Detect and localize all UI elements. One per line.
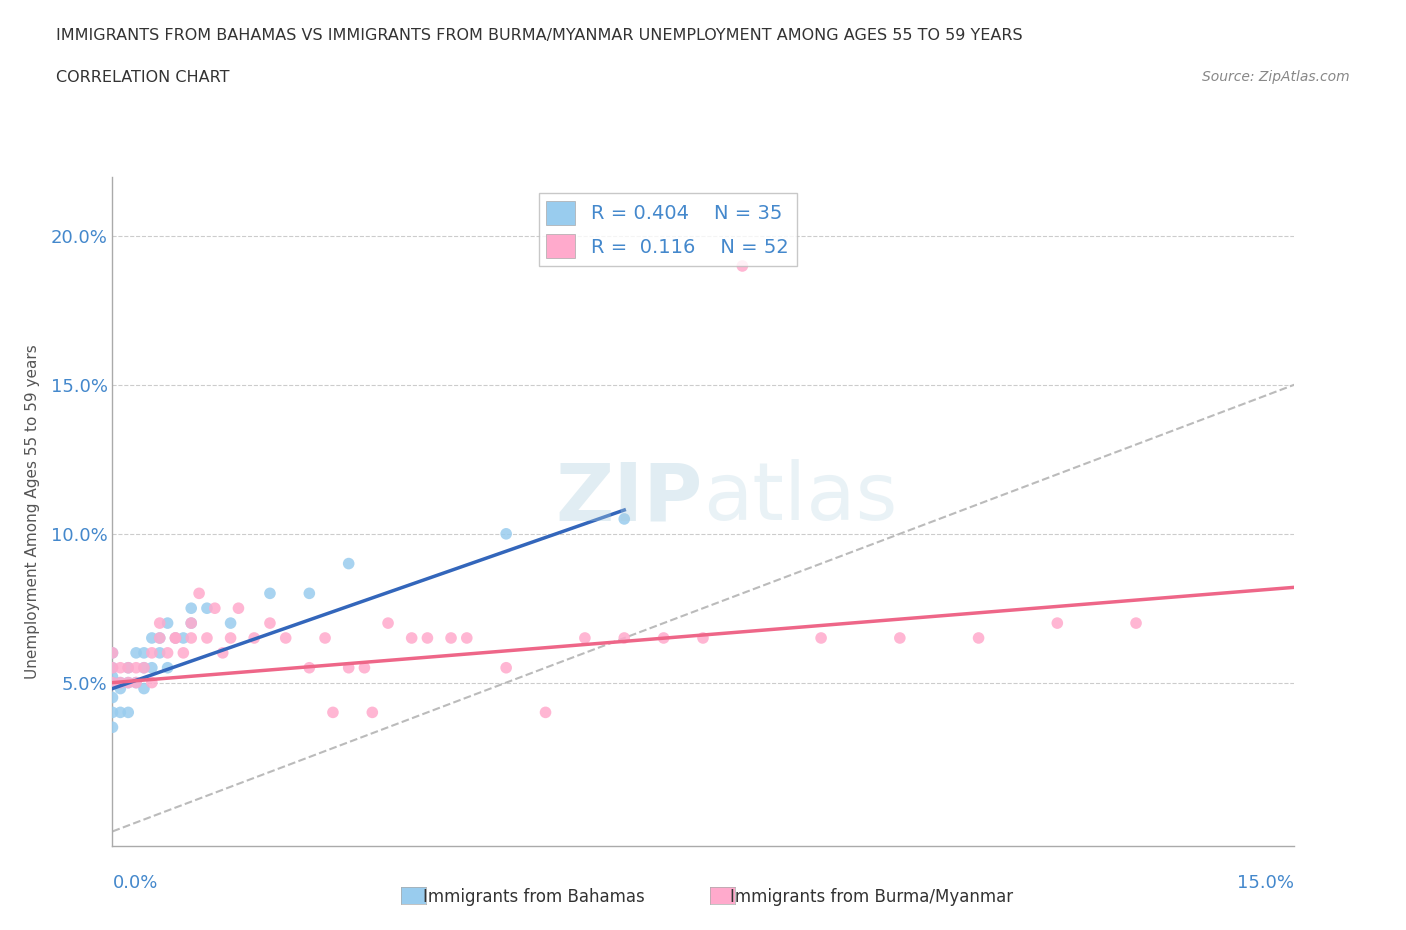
Point	[298, 660, 321, 675]
Point	[172, 631, 194, 645]
Text: IMMIGRANTS FROM BAHAMAS VS IMMIGRANTS FROM BURMA/MYANMAR UNEMPLOYMENT AMONG AGES: IMMIGRANTS FROM BAHAMAS VS IMMIGRANTS FR…	[56, 28, 1024, 43]
Point	[574, 631, 596, 645]
Point	[165, 631, 187, 645]
Point	[141, 631, 163, 645]
Point	[204, 601, 226, 616]
Point	[188, 586, 211, 601]
Point	[165, 631, 187, 645]
Point	[110, 681, 132, 696]
Point	[101, 705, 124, 720]
Point	[101, 690, 124, 705]
Text: Source: ZipAtlas.com: Source: ZipAtlas.com	[1202, 70, 1350, 84]
Point	[110, 660, 132, 675]
Point	[101, 645, 124, 660]
Point	[101, 660, 124, 675]
Point	[132, 660, 155, 675]
Point	[314, 631, 336, 645]
Point	[495, 660, 517, 675]
Point	[219, 631, 242, 645]
Point	[456, 631, 478, 645]
Point	[322, 705, 344, 720]
Point	[125, 675, 148, 690]
Point	[156, 660, 179, 675]
Point	[110, 675, 132, 690]
Point	[401, 631, 423, 645]
Point	[110, 705, 132, 720]
Point	[1046, 616, 1069, 631]
Point	[125, 660, 148, 675]
Point	[274, 631, 297, 645]
Point	[692, 631, 714, 645]
Point	[132, 660, 155, 675]
Text: 0.0%: 0.0%	[112, 874, 157, 892]
Point	[259, 586, 281, 601]
Point	[141, 660, 163, 675]
Point	[125, 675, 148, 690]
Point	[132, 681, 155, 696]
Point	[101, 720, 124, 735]
Point	[165, 631, 187, 645]
Point	[101, 675, 124, 690]
Point	[101, 645, 124, 660]
Point	[125, 645, 148, 660]
Point	[132, 645, 155, 660]
Point	[1125, 616, 1147, 631]
Point	[149, 645, 172, 660]
Point	[117, 675, 139, 690]
Point	[613, 512, 636, 526]
Point	[337, 556, 360, 571]
Point	[101, 670, 124, 684]
Point	[731, 259, 754, 273]
Y-axis label: Unemployment Among Ages 55 to 59 years: Unemployment Among Ages 55 to 59 years	[24, 344, 39, 679]
Point	[219, 616, 242, 631]
Point	[180, 616, 202, 631]
Point	[613, 631, 636, 645]
Point	[259, 616, 281, 631]
Point	[156, 645, 179, 660]
Point	[534, 705, 557, 720]
Point	[101, 675, 124, 690]
Text: Immigrants from Bahamas: Immigrants from Bahamas	[423, 888, 645, 906]
Point	[243, 631, 266, 645]
Text: 15.0%: 15.0%	[1236, 874, 1294, 892]
Point	[101, 660, 124, 675]
Point	[117, 660, 139, 675]
Point	[180, 601, 202, 616]
Point	[377, 616, 399, 631]
Point	[117, 660, 139, 675]
Point	[156, 616, 179, 631]
Text: CORRELATION CHART: CORRELATION CHART	[56, 70, 229, 85]
Point	[195, 631, 218, 645]
Point	[810, 631, 832, 645]
Point	[211, 645, 233, 660]
Point	[110, 675, 132, 690]
Point	[652, 631, 675, 645]
Point	[353, 660, 375, 675]
Point	[172, 645, 194, 660]
Point	[117, 705, 139, 720]
Text: atlas: atlas	[703, 459, 897, 538]
Point	[141, 645, 163, 660]
Point	[228, 601, 250, 616]
Point	[495, 526, 517, 541]
Point	[298, 586, 321, 601]
Point	[967, 631, 990, 645]
Point	[180, 631, 202, 645]
Text: Immigrants from Burma/Myanmar: Immigrants from Burma/Myanmar	[730, 888, 1014, 906]
Point	[149, 631, 172, 645]
Point	[195, 601, 218, 616]
Point	[149, 616, 172, 631]
Point	[117, 675, 139, 690]
Point	[149, 631, 172, 645]
Point	[889, 631, 911, 645]
Point	[361, 705, 384, 720]
Text: ZIP: ZIP	[555, 459, 703, 538]
Point	[337, 660, 360, 675]
Point	[416, 631, 439, 645]
Point	[180, 616, 202, 631]
Point	[440, 631, 463, 645]
Legend: R = 0.404    N = 35, R =  0.116    N = 52: R = 0.404 N = 35, R = 0.116 N = 52	[538, 193, 797, 266]
Point	[141, 675, 163, 690]
